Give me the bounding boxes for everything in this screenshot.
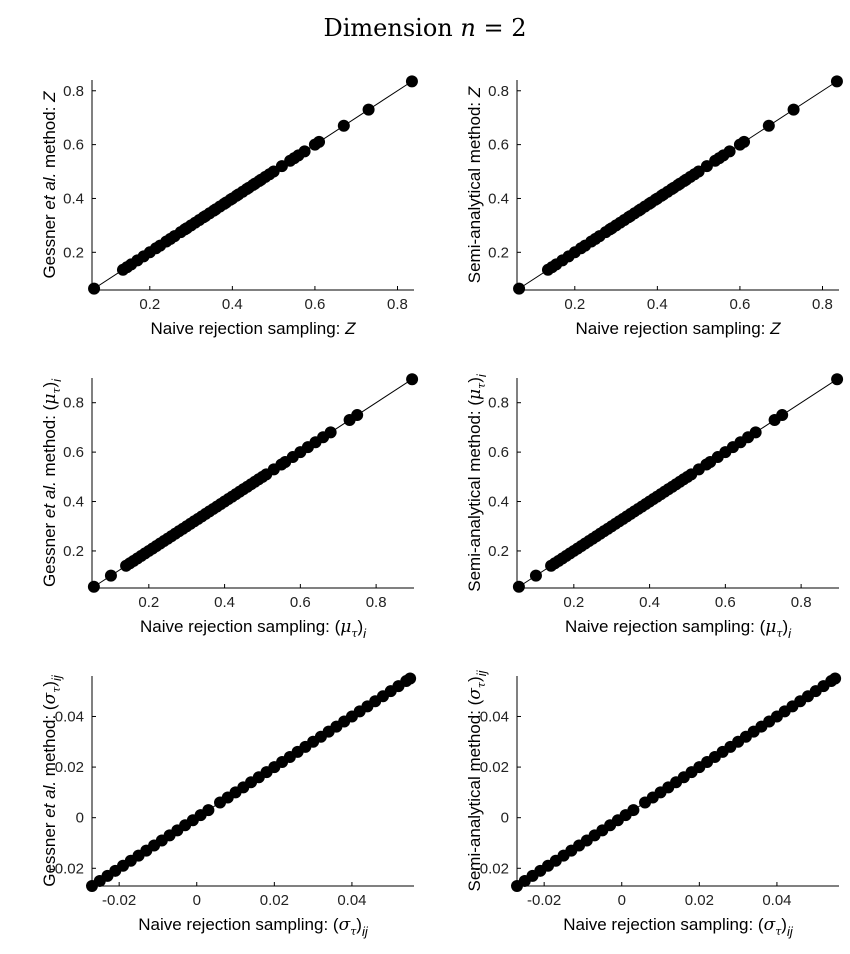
data-point — [87, 580, 100, 593]
x-tick-label: 0.04 — [337, 892, 366, 909]
data-point — [787, 103, 800, 116]
x-tick-label: 0.6 — [729, 296, 750, 313]
y-tick-label: 0.2 — [488, 244, 509, 261]
x-tick-label: 0.2 — [563, 594, 584, 611]
y-tick-label: 0.04 — [55, 708, 84, 725]
data-point — [298, 145, 311, 158]
x-tick-label: 0.4 — [214, 594, 235, 611]
y-axis-label: Semi-analytical method: Z — [465, 86, 484, 283]
figure-title-suffix: = 2 — [475, 14, 527, 42]
x-tick-label: -0.02 — [527, 892, 561, 909]
data-point — [406, 373, 419, 386]
y-tick-label: 0.8 — [63, 83, 84, 100]
data-point — [627, 804, 640, 817]
data-point — [723, 145, 736, 158]
y-tick-label: 0.4 — [488, 190, 509, 207]
data-point — [829, 672, 842, 685]
x-tick-label: 0.04 — [762, 892, 791, 909]
figure-title: Dimension n = 2 — [0, 14, 850, 42]
x-tick-label: 0.02 — [685, 892, 714, 909]
y-tick-label: 0.8 — [488, 395, 509, 412]
y-tick-label: 0 — [501, 810, 509, 827]
data-point — [831, 373, 844, 386]
data-point — [362, 103, 375, 116]
x-tick-label: 0.8 — [366, 594, 387, 611]
y-tick-label: 0.2 — [488, 543, 509, 560]
data-point — [738, 135, 751, 148]
y-tick-label: -0.02 — [475, 860, 509, 877]
y-tick-label: 0.2 — [63, 543, 84, 560]
data-point — [404, 672, 417, 685]
y-tick-label: 0.4 — [488, 494, 509, 511]
y-tick-label: 0.02 — [55, 759, 84, 776]
x-tick-label: 0.2 — [138, 594, 159, 611]
y-tick-label: 0.8 — [63, 395, 84, 412]
x-tick-label: -0.02 — [102, 892, 136, 909]
y-tick-label: 0.4 — [63, 494, 84, 511]
x-tick-label: 0.2 — [139, 296, 160, 313]
scatter-panel-mu-semi-analytical: 0.2 0.4 0.6 0.8 0.2 0.4 0.6 0.8 Naive rejection … — [465, 373, 844, 641]
figure-title-var: n — [460, 14, 476, 42]
data-point — [830, 75, 843, 88]
x-axis-label: Naive rejection sampling: (στ)ij — [563, 915, 794, 939]
y-tick-label: 0.6 — [63, 137, 84, 154]
data-point — [313, 135, 326, 148]
y-tick-label: 0.6 — [63, 444, 84, 461]
x-tick-label: 0.8 — [791, 594, 812, 611]
x-tick-label: 0 — [193, 892, 201, 909]
y-tick-label: 0.8 — [488, 83, 509, 100]
x-tick-label: 0.02 — [260, 892, 289, 909]
x-axis-label: Naive rejection sampling: (μτ)i — [140, 617, 367, 641]
y-axis-label: Gessner et al. method: Z — [40, 91, 59, 279]
scatter-panel-mu-gessner: 0.2 0.4 0.6 0.8 0.2 0.4 0.6 0.8 Naive rejection … — [40, 373, 419, 641]
x-tick-label: 0.6 — [290, 594, 311, 611]
x-tick-label: 0.8 — [387, 296, 408, 313]
figure-title-prefix: Dimension — [323, 14, 461, 42]
x-tick-label: 0.8 — [812, 296, 833, 313]
x-tick-label: 0.6 — [715, 594, 736, 611]
data-point — [513, 282, 526, 295]
data-point — [324, 426, 337, 439]
x-tick-label: 0.4 — [639, 594, 660, 611]
y-tick-label: 0.6 — [488, 444, 509, 461]
y-tick-label: -0.02 — [50, 860, 84, 877]
scatter-panel-sigma-gessner: -0.02 0 0.02 0.04 -0.02 0 0.02 0.04 Naive reject… — [40, 672, 417, 939]
y-tick-label: 0.04 — [480, 708, 509, 725]
x-tick-label: 0 — [618, 892, 626, 909]
scatter-panel-z-gessner: 0.2 0.4 0.6 0.8 0.2 0.4 0.6 0.8 Naive rejection … — [40, 75, 418, 338]
data-point — [512, 580, 525, 593]
data-point — [762, 119, 775, 132]
y-tick-label: 0.4 — [63, 190, 84, 207]
data-point — [776, 409, 789, 422]
y-axis-label: Semi-analytical method: (μτ)i — [465, 373, 489, 592]
y-tick-label: 0.02 — [480, 759, 509, 776]
x-axis-label: Naive rejection sampling: (στ)ij — [138, 915, 369, 939]
y-axis-label: Gessner et al. method: (στ)ij — [40, 674, 64, 887]
data-point — [88, 282, 101, 295]
x-tick-label: 0.6 — [304, 296, 325, 313]
y-tick-label: 0 — [76, 810, 84, 827]
x-tick-label: 0.4 — [222, 296, 243, 313]
x-tick-label: 0.4 — [647, 296, 668, 313]
y-tick-label: 0.2 — [63, 244, 84, 261]
x-tick-label: 0.2 — [564, 296, 585, 313]
data-point — [337, 119, 350, 132]
data-point — [104, 569, 117, 582]
x-axis-label: Naive rejection sampling: (μτ)i — [565, 617, 792, 641]
data-point — [351, 409, 364, 422]
y-axis-label: Gessner et al. method: (μτ)i — [40, 378, 64, 587]
data-point — [529, 569, 542, 582]
scatter-panel-sigma-semi-analytical: -0.02 0 0.02 0.04 -0.02 0 0.02 0.04 Naive reject… — [465, 669, 842, 939]
data-point — [405, 75, 418, 88]
data-point — [749, 426, 762, 439]
data-point — [202, 804, 215, 817]
x-axis-label: Naive rejection sampling: Z — [575, 319, 781, 338]
scatter-panel-z-semi-analytical: 0.2 0.4 0.6 0.8 0.2 0.4 0.6 0.8 Naive rejection … — [465, 75, 843, 338]
x-axis-label: Naive rejection sampling: Z — [150, 319, 356, 338]
y-axis-label: Semi-analytical method: (στ)ij — [465, 669, 489, 891]
y-tick-label: 0.6 — [488, 137, 509, 154]
